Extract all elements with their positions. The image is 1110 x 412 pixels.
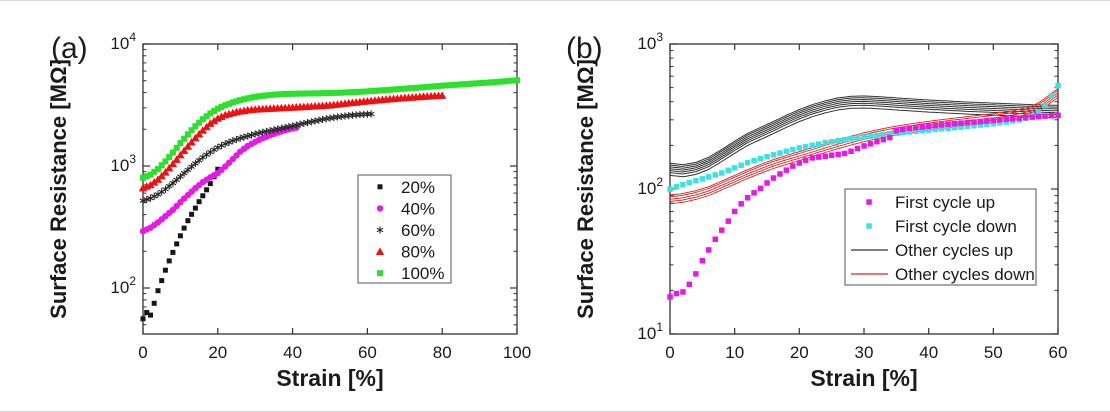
series-60- (139, 110, 375, 205)
x-tick-label: 30 (855, 343, 874, 362)
y-tick-label: 103 (637, 30, 663, 53)
legend-label: First cycle down (895, 217, 1017, 236)
legend-label: 60% (401, 221, 435, 240)
x-tick-label: 0 (138, 343, 147, 362)
legend-label: First cycle up (895, 193, 995, 212)
series-20- (140, 166, 221, 322)
legend-marker-asterisk-icon (376, 226, 384, 234)
x-tick-label: 20 (790, 343, 809, 362)
series-other-cycles-up (669, 95, 1059, 178)
x-tick-label: 40 (283, 343, 302, 362)
legend-marker-square-icon (377, 270, 383, 277)
legend-label: Other cycles down (895, 265, 1035, 284)
legend-marker-triangle-icon (375, 247, 385, 255)
y-axis-title: Surface Resistance [MΩ] (46, 59, 71, 319)
series-80- (138, 91, 447, 192)
series-100- (140, 77, 520, 181)
legend-label: 80% (401, 243, 435, 262)
panel-a-letter: (a) (51, 32, 88, 65)
y-tick-label: 104 (110, 30, 136, 53)
y-tick-label: 101 (637, 320, 663, 343)
series-first-cycle-up (667, 112, 1061, 300)
legend-marker-circle-icon (376, 205, 384, 212)
x-tick-label: 0 (665, 343, 674, 362)
x-tick-label: 50 (984, 343, 1003, 362)
x-tick-label: 20 (208, 343, 227, 362)
x-tick-label: 100 (503, 343, 531, 362)
y-axis-title: Surface Resistance [MΩ] (573, 59, 598, 319)
panel-a-legend: 20% 40% 60% 80% 100% (357, 174, 452, 284)
legend-label: Other cycles up (895, 241, 1013, 260)
x-axis-title: Strain [%] (276, 365, 383, 391)
legend-marker-square-icon (377, 184, 383, 190)
panel-b-letter: (b) (566, 32, 603, 65)
legend-label: 20% (401, 178, 435, 197)
x-tick-label: 60 (358, 343, 377, 362)
x-tick-label: 60 (1049, 343, 1068, 362)
legend-box (844, 188, 1037, 286)
panel-b: 0 10 20 30 40 50 60 101 102 103 Strain [%] Surface … (573, 30, 1067, 391)
legend-marker-square-icon (866, 223, 872, 229)
x-tick-label: 80 (433, 343, 452, 362)
y-tick-label: 102 (637, 175, 663, 198)
legend-box (357, 174, 452, 284)
panel-a-plot-box (142, 43, 518, 335)
x-tick-label: 40 (919, 343, 938, 362)
legend-label: 100% (401, 264, 444, 283)
y-tick-label: 102 (110, 274, 136, 297)
legend-marker-square-icon (866, 199, 872, 205)
x-axis-title: Strain [%] (810, 365, 917, 391)
panel-b-legend: First cycle up First cycle down Other cycl… (844, 188, 1037, 286)
x-tick-label: 10 (725, 343, 744, 362)
series-first-cycle-down (667, 83, 1061, 192)
y-tick-label: 103 (110, 152, 136, 175)
series-40- (139, 124, 300, 235)
panel-a: 0 20 40 60 80 100 102 103 104 Strain [%] Surface R… (46, 30, 531, 391)
legend-label: 40% (401, 199, 435, 218)
